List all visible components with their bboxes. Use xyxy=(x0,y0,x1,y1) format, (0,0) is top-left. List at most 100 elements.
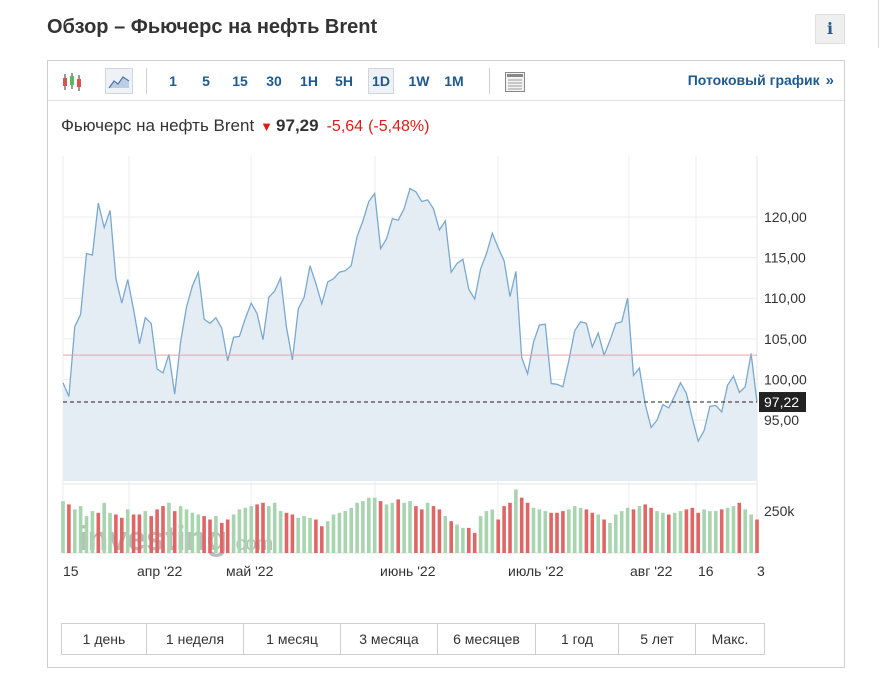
volume-bar xyxy=(237,509,242,553)
x-tick-label: авг '22 xyxy=(630,563,673,579)
volume-bar xyxy=(637,506,642,553)
volume-bar xyxy=(125,509,130,553)
streaming-chart-link[interactable]: Потоковый график » xyxy=(688,72,834,89)
y-tick-label: 110,00 xyxy=(764,290,806,306)
range-button[interactable]: 1 день xyxy=(62,624,147,654)
volume-bar xyxy=(155,509,159,553)
volume-bar xyxy=(614,514,618,553)
timeframe-5h[interactable]: 5H xyxy=(335,73,353,89)
range-button[interactable]: 6 месяцев xyxy=(438,624,536,654)
volume-bar xyxy=(231,514,236,553)
area-chart-icon[interactable] xyxy=(105,68,133,94)
volume-bar xyxy=(367,497,371,553)
volume-bar xyxy=(508,502,512,554)
chart-layout-icon[interactable] xyxy=(500,68,528,94)
volume-bar xyxy=(725,507,730,553)
range-button[interactable]: 3 месяца xyxy=(341,624,438,654)
volume-bar xyxy=(61,501,65,553)
volume-bar xyxy=(437,509,442,553)
timeframe-1[interactable]: 1 xyxy=(169,73,177,89)
volume-bar xyxy=(443,516,448,553)
range-button[interactable]: 5 лет xyxy=(619,624,696,654)
volume-bar xyxy=(190,512,195,553)
timeframe-30[interactable]: 30 xyxy=(266,73,282,89)
streaming-chart-label: Потоковый график xyxy=(687,72,820,88)
volume-bar xyxy=(708,511,712,553)
last-price-label: 97,22 xyxy=(764,394,799,410)
volume-bar xyxy=(355,502,359,554)
volume-bar xyxy=(314,519,318,553)
range-selector: 1 день 1 неделя 1 месяц 3 месяца 6 месяцев 1 … xyxy=(61,623,765,655)
volume-bar xyxy=(114,514,118,553)
chart-toolbar: 1 5 15 30 1H 5H 1D 1W 1M Потоковый график» xyxy=(48,61,844,101)
volume-bar xyxy=(73,509,77,553)
range-button[interactable]: Макс. xyxy=(696,624,764,654)
volume-bar xyxy=(402,502,406,554)
page-title: Обзор – Фьючерс на нефть Brent xyxy=(47,16,378,38)
volume-bar xyxy=(478,516,483,553)
volume-bar xyxy=(519,497,524,553)
y-tick-label: 100,00 xyxy=(764,371,807,387)
x-tick-label: 15 xyxy=(63,563,79,579)
volume-bar xyxy=(184,509,189,553)
volume-bar xyxy=(102,502,106,554)
volume-bar xyxy=(161,506,165,553)
timeframe-1m[interactable]: 1M xyxy=(444,73,464,89)
volume-bar xyxy=(208,519,212,553)
volume-bar xyxy=(584,509,589,553)
volume-bar xyxy=(396,499,400,553)
timeframe-1h[interactable]: 1H xyxy=(300,73,318,89)
volume-bar xyxy=(531,507,536,553)
volume-bar xyxy=(178,506,183,553)
x-tick-label: май '22 xyxy=(226,563,274,579)
timeframe-15[interactable]: 15 xyxy=(232,73,248,89)
range-button[interactable]: 1 месяц xyxy=(244,624,341,654)
instrument-name: Фьючерс на нефть Brent xyxy=(61,116,255,135)
volume-bar xyxy=(255,504,259,553)
volume-bar xyxy=(472,532,477,553)
volume-bar xyxy=(331,514,336,553)
volume-bar xyxy=(196,514,201,553)
range-button[interactable]: 1 неделя xyxy=(147,624,244,654)
volume-bar xyxy=(414,506,418,553)
price-change: -5,64 xyxy=(326,118,364,135)
volume-bar xyxy=(543,511,548,553)
volume-bar xyxy=(743,509,747,553)
x-tick-label: июль '22 xyxy=(508,563,564,579)
volume-bar xyxy=(337,512,342,553)
volume-bar xyxy=(302,516,306,553)
toolbar-separator xyxy=(489,68,490,94)
volume-bar xyxy=(267,506,271,553)
volume-bar xyxy=(690,507,695,553)
volume-bar xyxy=(96,512,101,553)
toolbar-separator xyxy=(146,68,147,94)
volume-bar xyxy=(361,501,365,553)
volume-bar xyxy=(420,509,424,553)
volume-tick-label: 250k xyxy=(764,503,795,519)
info-button[interactable]: i xyxy=(815,14,845,44)
volume-bar xyxy=(596,514,600,553)
volume-bar xyxy=(467,527,471,553)
volume-bar xyxy=(261,502,265,554)
y-tick-label: 115,00 xyxy=(764,250,806,266)
volume-bar xyxy=(455,524,459,553)
volume-bar xyxy=(143,511,148,553)
range-button[interactable]: 1 год xyxy=(536,624,619,654)
volume-bar xyxy=(202,516,206,553)
price-area xyxy=(63,188,757,481)
volume-bar xyxy=(149,516,153,553)
volume-bar xyxy=(461,527,465,553)
x-tick-label: 16 xyxy=(698,563,714,579)
timeframe-5[interactable]: 5 xyxy=(202,73,210,89)
price-chart[interactable]: 120,00 115,00 110,00 105,00 100,00 95,00 97,22… xyxy=(48,61,844,611)
timeframe-1w[interactable]: 1W xyxy=(408,73,430,89)
volume-bar xyxy=(625,507,630,553)
volume-bar xyxy=(67,504,71,553)
volume-bar xyxy=(225,519,230,553)
volume-bar xyxy=(243,507,248,553)
volume-bar xyxy=(643,504,647,553)
volume-bar xyxy=(667,514,671,553)
volume-bar xyxy=(425,502,430,554)
timeframe-1d[interactable]: 1D xyxy=(368,68,394,94)
candlestick-icon[interactable] xyxy=(57,68,85,94)
